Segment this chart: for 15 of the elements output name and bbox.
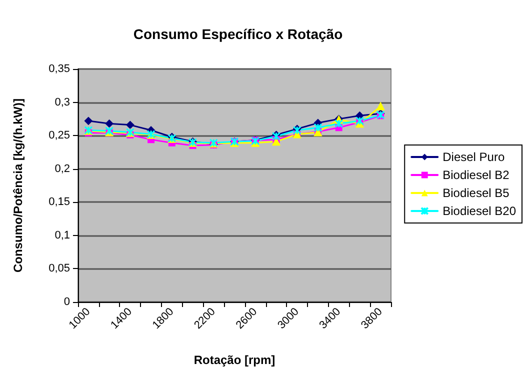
y-axis-title: Consumo/Potência [kg/(h.kW)] bbox=[11, 98, 25, 272]
chart-title: Consumo Específico x Rotação bbox=[133, 26, 343, 42]
y-tick-label: 0,1 bbox=[54, 229, 70, 242]
x-axis-title: Rotação [rpm] bbox=[194, 353, 276, 367]
legend-label: Biodiesel B20 bbox=[442, 204, 516, 218]
y-tick-label: 0,2 bbox=[54, 162, 70, 175]
legend-label: Biodiesel B2 bbox=[442, 168, 510, 182]
legend-label: Biodiesel B5 bbox=[442, 186, 510, 200]
legend-label: Diesel Puro bbox=[442, 150, 505, 164]
y-tick-label: 0,3 bbox=[54, 96, 70, 108]
y-tick-label: 0 bbox=[64, 296, 70, 308]
y-tick-label: 0,25 bbox=[48, 130, 70, 142]
y-tick-label: 0,05 bbox=[48, 262, 70, 275]
y-tick-label: 0,35 bbox=[48, 63, 70, 75]
y-tick-label: 0,15 bbox=[48, 196, 70, 208]
